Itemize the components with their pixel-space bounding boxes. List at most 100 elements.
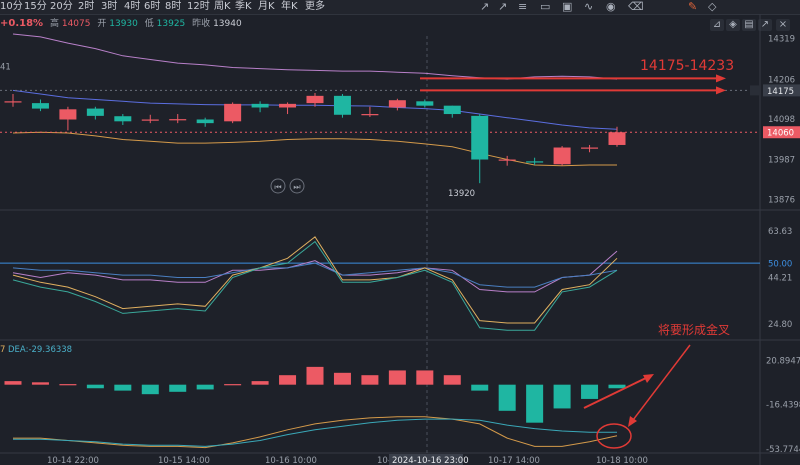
macd-bar <box>251 381 269 385</box>
prev-close-label: 昨收 <box>192 19 211 29</box>
arrowhead-icon <box>643 374 654 383</box>
macd-bar <box>4 381 22 385</box>
macd-bar <box>608 384 626 389</box>
macd-bar <box>279 375 297 385</box>
low-value: 13925 <box>156 19 186 29</box>
oscillator-axis-label: 24.80 <box>768 320 792 330</box>
price-info-bar: +0.18% 高 14075 开 13930 低 13925 昨收 13940 <box>0 17 242 31</box>
macd-bar <box>388 370 406 385</box>
macd-indicator-tag: 7 <box>0 345 5 355</box>
macd-bar <box>333 372 351 385</box>
candle-body <box>416 101 434 106</box>
macd-axis-label: -16.43987 <box>766 401 800 411</box>
timeframe-11[interactable]: 月K <box>258 1 275 12</box>
oscillator-axis-label: 63.63 <box>768 227 792 237</box>
high-label: 高 <box>49 19 59 29</box>
target-range-label: 14175-14233 <box>640 58 734 74</box>
dea-line <box>13 418 617 447</box>
price-axis-label: 14206 <box>768 76 795 86</box>
candle-body <box>553 147 571 165</box>
candle-body <box>526 161 544 163</box>
candle-body <box>279 103 297 108</box>
macd-bar <box>31 382 49 385</box>
time-axis-label: 10-18 10:00 <box>596 456 648 465</box>
rectangle-icon[interactable]: ▭ <box>540 0 551 13</box>
compare-icon[interactable]: ⊿ <box>710 19 724 31</box>
trash-icon[interactable]: ⌫ <box>628 0 644 13</box>
arrowhead-icon <box>716 86 726 95</box>
timeframe-2[interactable]: 20分 <box>50 1 73 12</box>
horizontal-line-icon[interactable]: ≡ <box>518 0 528 13</box>
dif-line <box>13 416 618 449</box>
candle-body <box>59 109 77 120</box>
macd-bar <box>141 384 159 395</box>
current-price-tag <box>763 126 800 139</box>
timeframe-5[interactable]: 4时 <box>124 1 141 12</box>
timeframe-13[interactable]: 更多 <box>305 1 325 12</box>
pen-icon[interactable]: ✎ <box>688 0 698 13</box>
candle-body <box>361 114 379 116</box>
candle-body <box>443 105 461 115</box>
timeframe-3[interactable]: 2时 <box>78 1 95 12</box>
timeframe-6[interactable]: 6时 <box>144 1 161 12</box>
crosshair-time-label: 2024-10-16 23:00 <box>392 456 469 465</box>
arrowhead-icon <box>716 74 726 83</box>
golden-cross-arrow <box>583 376 649 409</box>
eraser-icon[interactable]: ◇ <box>708 0 717 13</box>
price-cut-label: 41 <box>0 63 11 73</box>
candle-body <box>251 103 269 108</box>
timeframe-0[interactable]: 10分 <box>0 1 23 12</box>
macd-bar <box>86 384 104 389</box>
settings-icon[interactable]: ◈ <box>726 19 740 31</box>
candle-body <box>581 147 599 149</box>
crosshair-time-tag <box>389 454 463 465</box>
layout-icon[interactable]: ▤ <box>742 19 756 31</box>
golden-cross-label: 将要形成金叉 <box>658 322 730 337</box>
timeframe-4[interactable]: 3时 <box>101 1 118 12</box>
timeframe-12[interactable]: 年K <box>281 1 298 12</box>
candle-body <box>169 119 187 121</box>
ray-icon[interactable]: ↗ <box>498 0 508 13</box>
next-icon: ⏭ <box>293 183 300 192</box>
close-icon[interactable]: × <box>776 19 790 31</box>
arrowhead-icon <box>628 416 637 427</box>
golden-cross-circle <box>596 423 632 449</box>
macd-bar <box>443 375 461 385</box>
macd-bar <box>196 384 214 390</box>
timeframe-9[interactable]: 周K <box>214 1 231 12</box>
wave-icon[interactable]: ∿ <box>584 0 594 13</box>
time-axis-label: 10-14 22:00 <box>47 456 99 465</box>
price-axis-label: 13987 <box>768 155 795 165</box>
expand-icon[interactable]: ↗ <box>758 19 772 31</box>
image-icon[interactable]: ▣ <box>562 0 573 13</box>
bollinger-lower-line <box>12 131 617 167</box>
candle-body <box>141 119 159 121</box>
macd-bar <box>59 384 77 386</box>
eye-icon[interactable]: ◉ <box>606 0 616 13</box>
bollinger-upper-line <box>12 33 618 80</box>
trend-line-icon[interactable]: ↗ <box>480 0 490 13</box>
candle-body <box>471 115 489 160</box>
timeframe-8[interactable]: 12时 <box>187 1 210 12</box>
timeframe-10[interactable]: 季K <box>235 1 252 12</box>
macd-bar <box>581 384 599 399</box>
prev-icon: ⏮ <box>274 183 281 192</box>
timeframe-1[interactable]: 15分 <box>24 1 47 12</box>
dea-label: DEA:-29.36338 <box>8 345 72 355</box>
open-label: 开 <box>97 19 107 29</box>
macd-bar <box>553 384 571 409</box>
price-axis-label: 13876 <box>768 196 795 206</box>
macd-bar <box>224 384 242 386</box>
candle-body <box>498 159 516 161</box>
macd-axis-label: -53.77447 <box>766 445 800 455</box>
oscillator-line <box>12 262 618 288</box>
macd-bar <box>306 366 324 385</box>
time-axis-label: 10-17 14:00 <box>488 456 540 465</box>
macd-axis-label: 20.89472 <box>766 356 800 366</box>
candle-body <box>388 100 406 108</box>
oscillator-axis-label: 44.21 <box>768 273 792 283</box>
timeframe-7[interactable]: 8时 <box>165 1 182 12</box>
candle-body <box>224 103 242 122</box>
golden-cross-pointer <box>629 344 691 425</box>
